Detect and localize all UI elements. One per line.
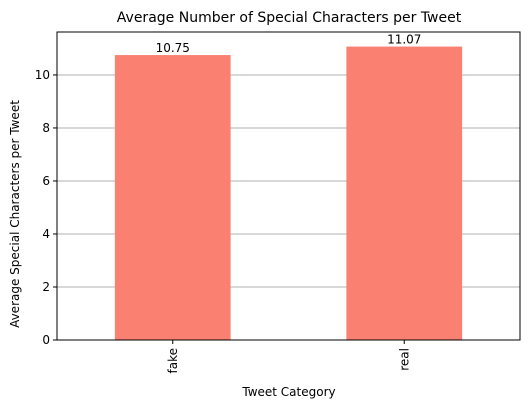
y-tick-label: 4 — [42, 227, 50, 241]
x-axis-label: Tweet Category — [241, 385, 335, 399]
x-tick-label: fake — [166, 348, 180, 373]
bars — [114, 46, 463, 341]
y-tick-label: 6 — [42, 174, 50, 188]
data-label: 11.07 — [387, 33, 421, 47]
y-ticks: 0 2 4 6 8 10 — [35, 68, 57, 347]
data-label: 10.75 — [156, 41, 190, 55]
x-ticks: fake real — [166, 340, 411, 373]
x-tick-label: real — [397, 348, 411, 371]
data-labels: 10.75 11.07 — [156, 33, 422, 55]
bar-real — [346, 46, 463, 341]
bar-fake — [114, 55, 231, 340]
chart-title: Average Number of Special Characters per… — [117, 10, 462, 26]
y-tick-label: 0 — [42, 333, 50, 347]
y-axis-label: Average Special Characters per Tweet — [8, 100, 22, 328]
y-tick-label: 2 — [42, 280, 50, 294]
axes-frame — [56, 31, 521, 341]
y-tick-label: 10 — [35, 68, 50, 82]
y-tick-label: 8 — [42, 121, 50, 135]
